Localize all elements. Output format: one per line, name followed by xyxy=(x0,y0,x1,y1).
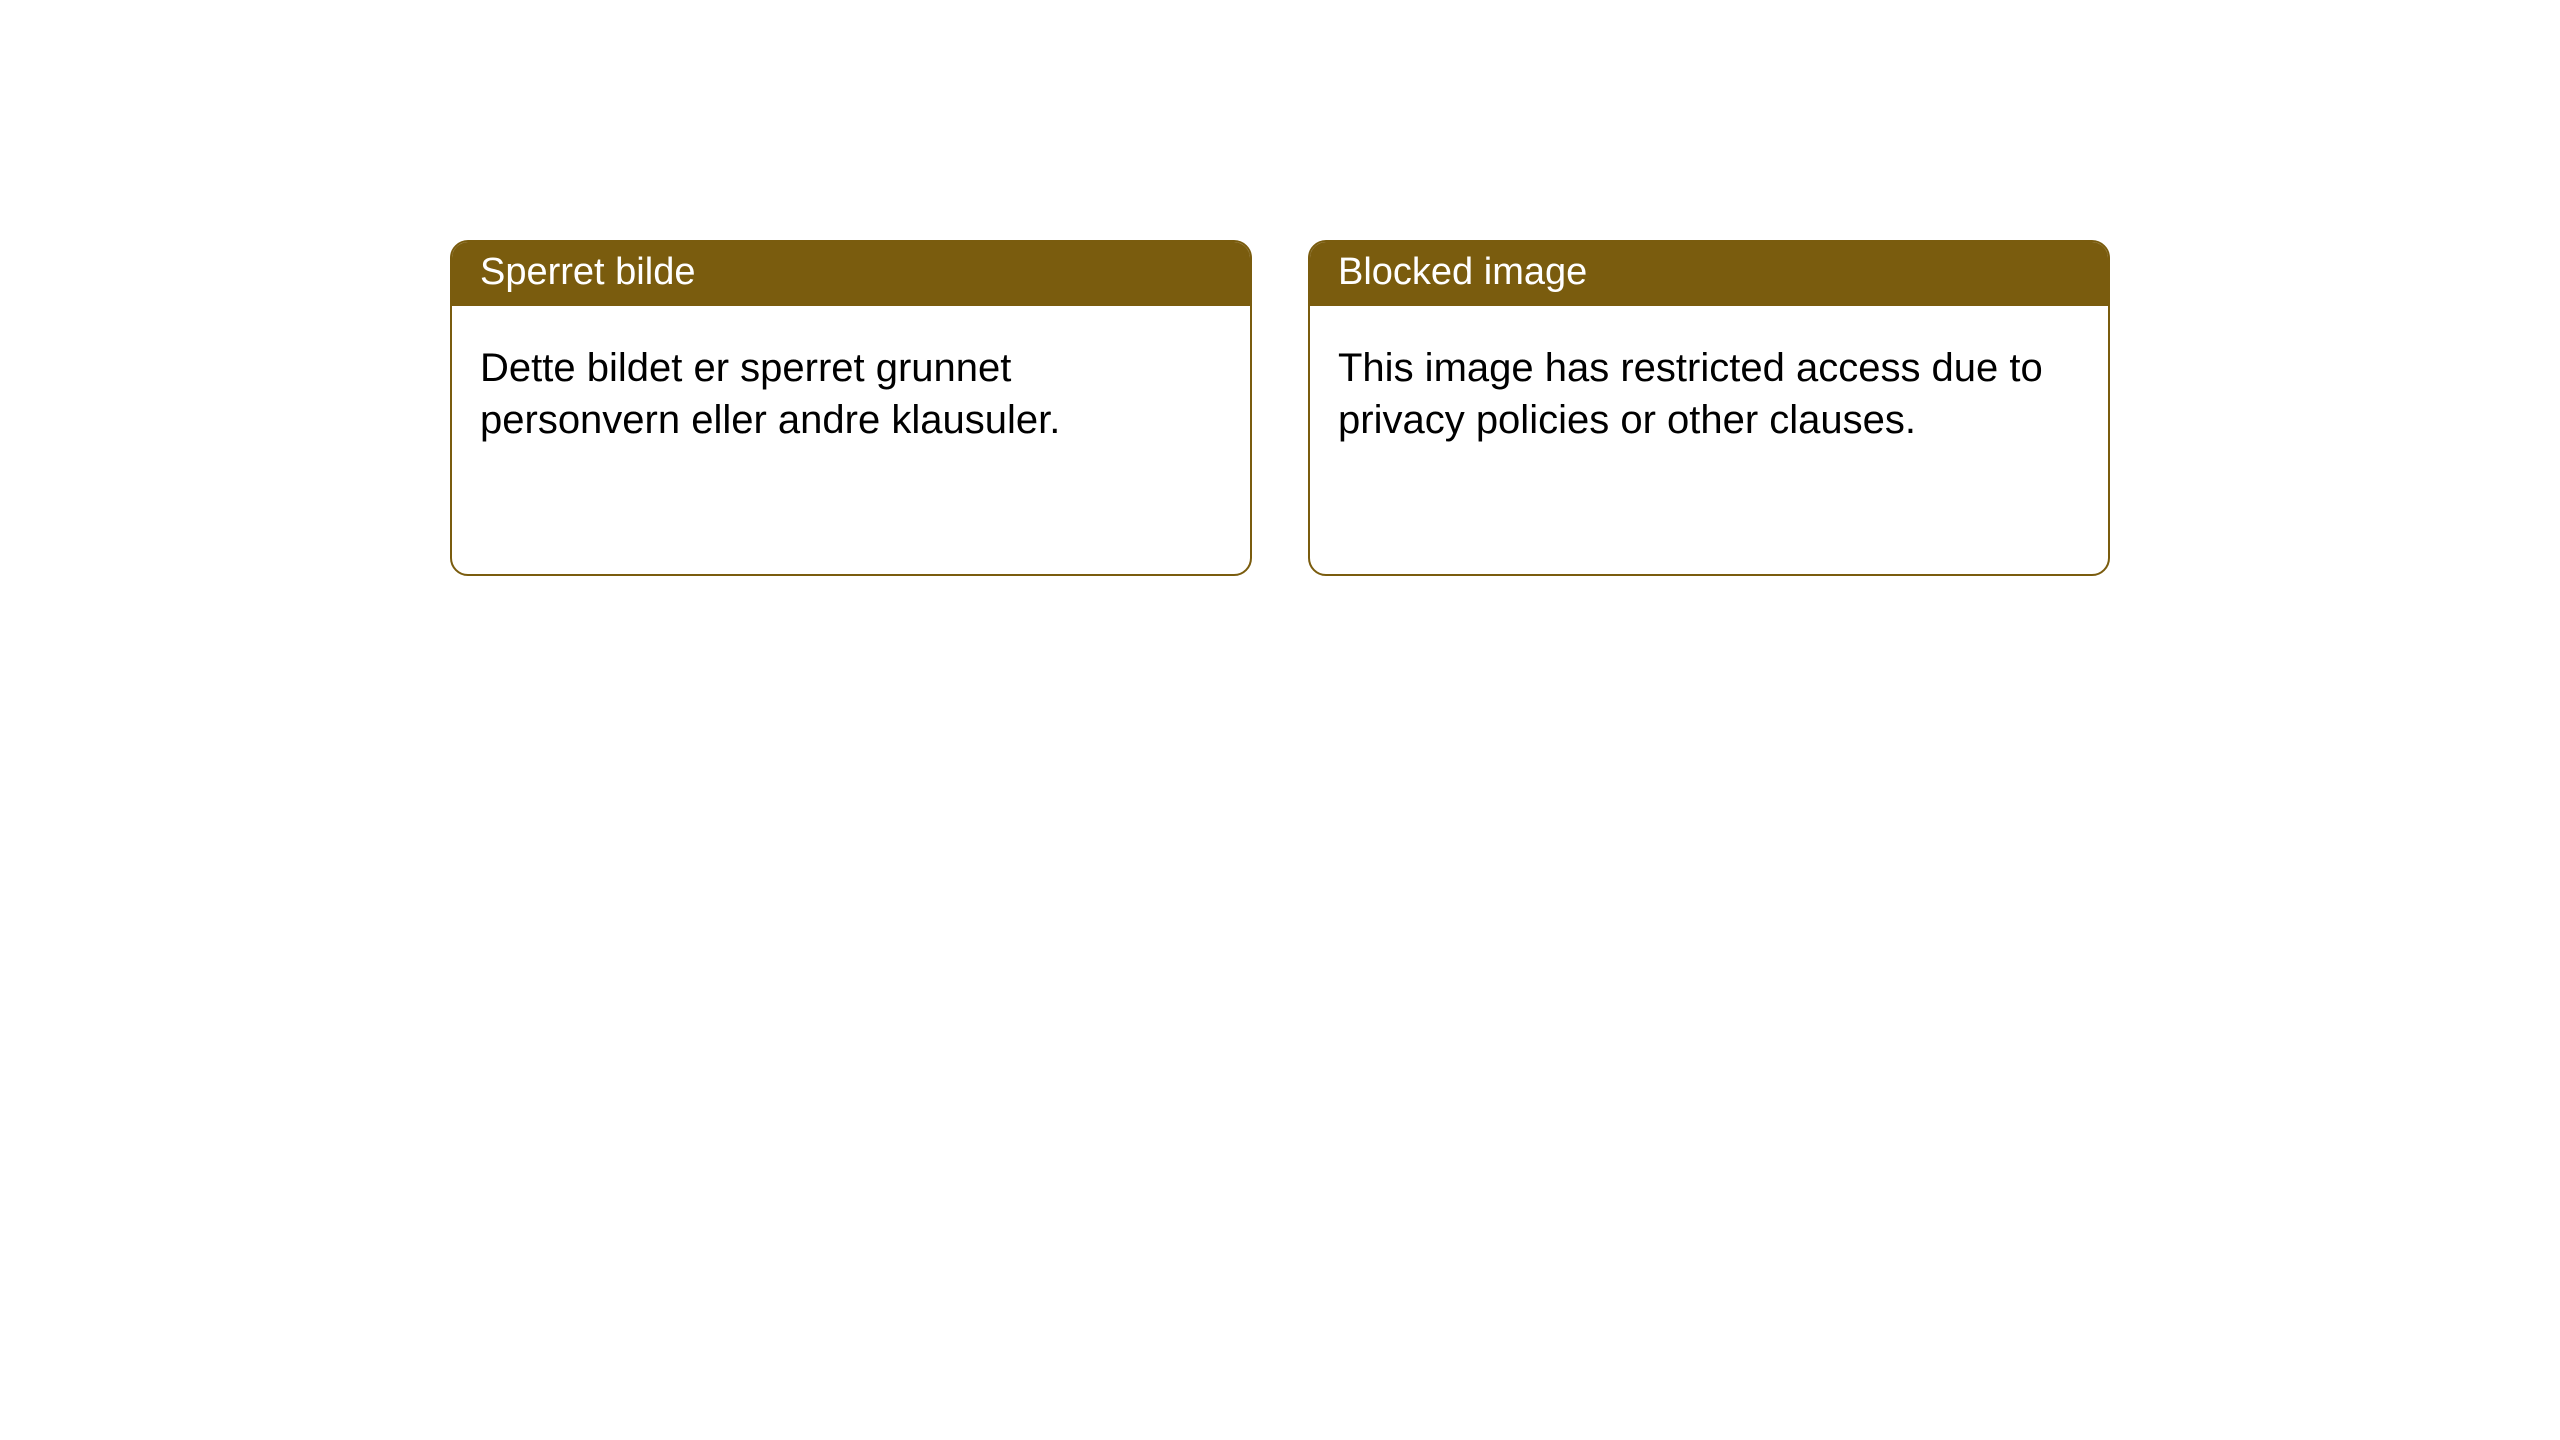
notice-card-title: Sperret bilde xyxy=(452,242,1250,306)
notice-card-title: Blocked image xyxy=(1310,242,2108,306)
notice-cards-container: Sperret bilde Dette bildet er sperret gr… xyxy=(450,240,2110,576)
notice-card-no: Sperret bilde Dette bildet er sperret gr… xyxy=(450,240,1252,576)
notice-card-body: Dette bildet er sperret grunnet personve… xyxy=(452,306,1250,574)
notice-card-en: Blocked image This image has restricted … xyxy=(1308,240,2110,576)
notice-card-body: This image has restricted access due to … xyxy=(1310,306,2108,574)
